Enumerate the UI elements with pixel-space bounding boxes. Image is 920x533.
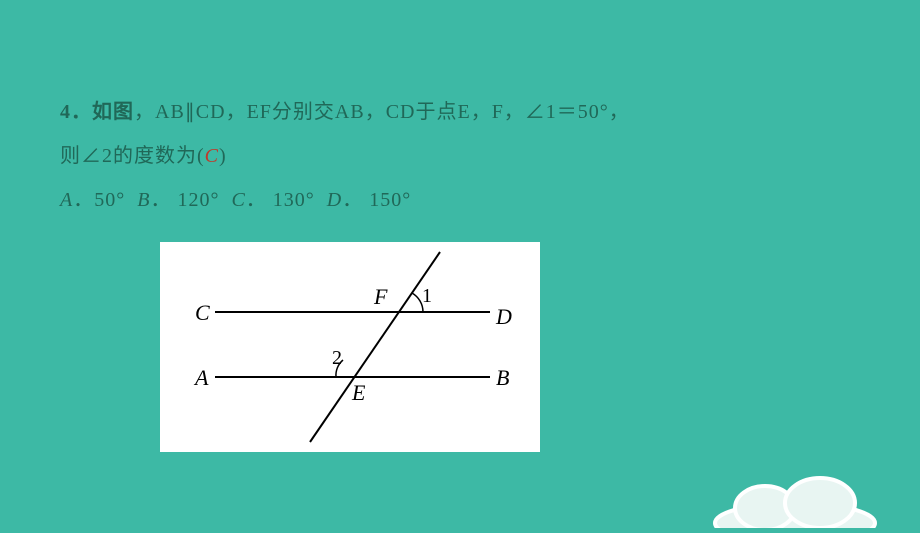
- option-a-value: 50°: [94, 189, 125, 211]
- question-text-2a: 则∠2的度数为(: [60, 145, 205, 167]
- question-line-1: 4．如图，AB∥CD，EF分别交AB，CD于点E，F，∠1＝50°，: [60, 90, 860, 134]
- option-d-sep: ．: [342, 189, 363, 211]
- label-angle-1: 1: [422, 285, 432, 307]
- label-angle-2: 2: [332, 347, 342, 369]
- question-text-2b: ): [219, 145, 227, 167]
- option-a-label: A: [60, 189, 73, 211]
- option-d-value: 150°: [369, 189, 411, 211]
- option-b-label: B: [137, 189, 150, 211]
- option-b-sep: ．: [150, 189, 171, 211]
- label-d: D: [495, 304, 512, 329]
- option-c-value: 130°: [273, 189, 315, 211]
- answer-letter: C: [205, 145, 219, 167]
- label-c: C: [195, 300, 210, 325]
- option-c-sep: ．: [246, 189, 267, 211]
- question-lead: 如图: [92, 101, 134, 123]
- question-number: 4．: [60, 101, 92, 123]
- question-text-1: ，AB∥CD，EF分别交AB，CD于点E，F，∠1＝50°，: [134, 101, 630, 123]
- label-f: F: [373, 284, 388, 309]
- option-b-value: 120°: [177, 189, 219, 211]
- label-e: E: [351, 380, 366, 405]
- options-line: A．50° B． 120° C． 130° D． 150°: [60, 178, 860, 222]
- label-b: B: [496, 365, 509, 390]
- option-a-sep: ．: [73, 189, 94, 211]
- question-block: 4．如图，AB∥CD，EF分别交AB，CD于点E，F，∠1＝50°， 则∠2的度…: [0, 0, 920, 452]
- option-c-label: C: [231, 189, 245, 211]
- geometry-diagram: C D A B F E 1 2: [160, 242, 540, 452]
- question-line-2: 则∠2的度数为(C): [60, 134, 860, 178]
- label-a: A: [193, 365, 209, 390]
- option-d-label: D: [327, 189, 342, 211]
- decorative-cloud-icon: [710, 468, 880, 528]
- line-ef: [310, 252, 440, 442]
